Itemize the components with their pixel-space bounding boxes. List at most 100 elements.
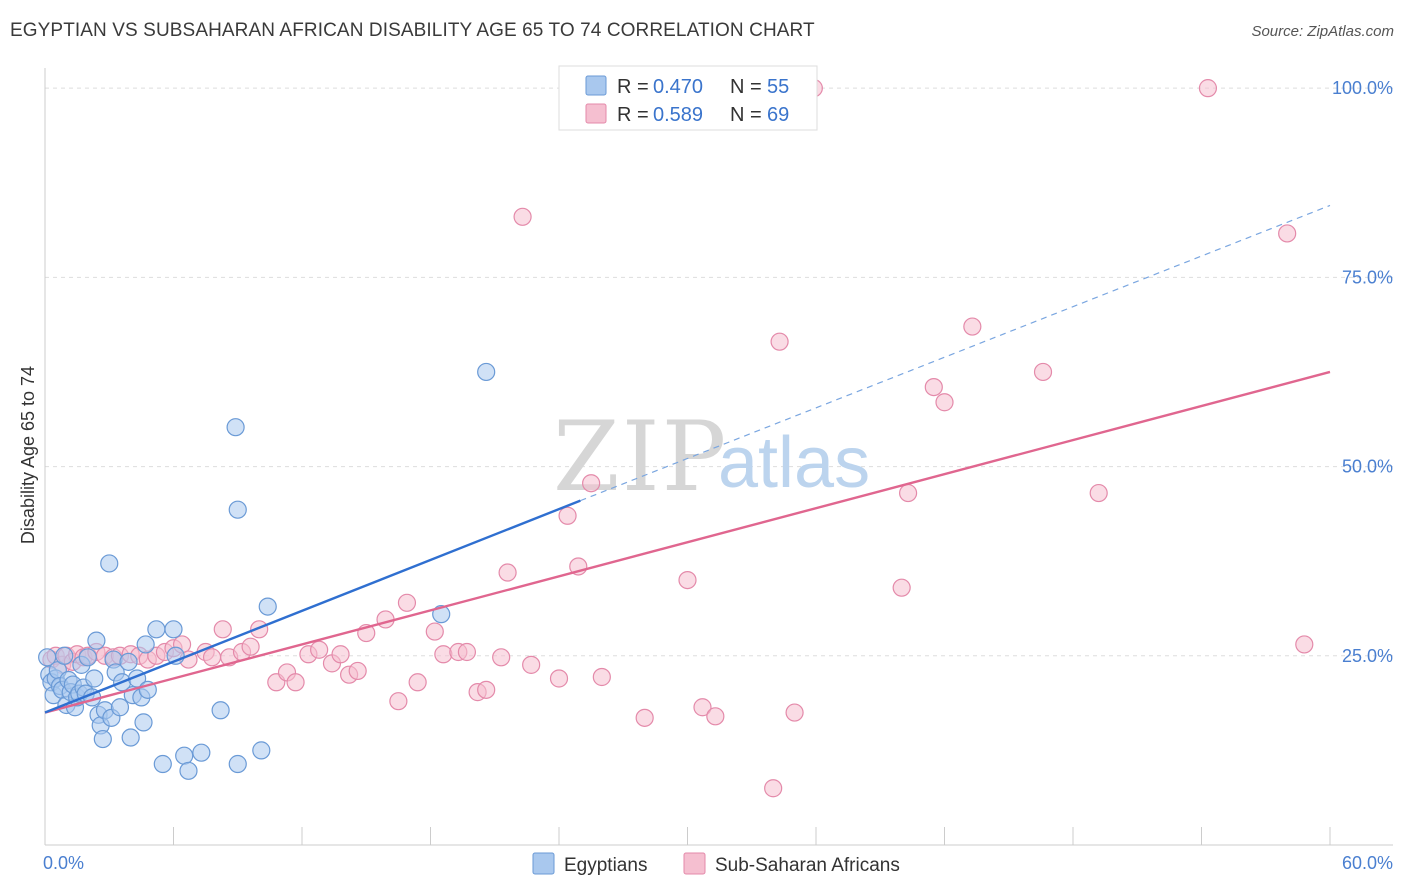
bottom-legend-swatch-subsaharan [683, 852, 706, 875]
subsaharan-point-59 [706, 707, 725, 726]
bottom-legend-label-egyptians: Egyptians [564, 855, 647, 876]
subsaharan-point-42 [434, 645, 453, 664]
legend-swatch-egyptians [585, 75, 607, 96]
legend-r-value-2: 0.589 [653, 104, 703, 126]
legend-r-label-2: R = [617, 104, 649, 126]
egyptians-point-47 [211, 701, 230, 720]
subsaharan-point-41 [425, 622, 444, 641]
subsaharan-point-65 [898, 483, 918, 503]
subsaharan-point-51 [549, 669, 569, 688]
subsaharan-point-46 [477, 680, 496, 699]
egyptians-point-21 [85, 669, 104, 688]
egyptians-point-53 [432, 605, 451, 624]
legend-r-value-1: 0.470 [653, 76, 703, 98]
egyptians-point-54 [477, 362, 496, 382]
legend-swatch-subsaharan [585, 103, 607, 124]
trend-lines [44, 204, 1331, 714]
egyptians-point-52 [258, 597, 277, 616]
egyptians-point-30 [110, 698, 130, 717]
subsaharan-point-57 [678, 570, 697, 590]
legend-n-value-1: 55 [767, 76, 789, 98]
watermark-zip: ZIP [553, 401, 728, 513]
egyptians-point-42 [164, 620, 183, 639]
x-tick-label-min: 0.0% [43, 853, 84, 873]
legend-box: R = 0.470 N = 55 R = 0.589 N = 69 [558, 65, 818, 131]
y-tick-label-100: 100.0% [1332, 78, 1393, 98]
legend-r-label-1: R = [617, 76, 649, 98]
legend-n-value-2: 69 [767, 104, 789, 126]
egyptians-point-33 [121, 728, 140, 747]
legend-n-label-1: N = [730, 76, 762, 98]
egyptians-point-40 [147, 620, 166, 639]
egyptians-trend-line [44, 499, 581, 714]
subsaharan-point-56 [635, 708, 654, 727]
subsaharan-point-67 [935, 393, 954, 412]
source-label: Source: ZipAtlas.com [1251, 23, 1394, 40]
subsaharan-point-31 [310, 640, 329, 659]
subsaharan-point-50 [522, 655, 541, 674]
grid-lines [45, 87, 1393, 657]
subsaharan-point-70 [1089, 483, 1108, 503]
series-egyptians-points [38, 362, 496, 780]
egyptians-point-55 [100, 554, 119, 573]
bottom-legend-swatch-egyptians [532, 852, 555, 875]
subsaharan-point-52 [558, 506, 577, 525]
egyptians-point-41 [153, 754, 172, 774]
egyptians-point-8 [55, 646, 74, 665]
egyptians-point-22 [87, 631, 106, 650]
series-subsaharan-points [42, 79, 1314, 798]
subsaharan-point-58 [693, 698, 712, 717]
subsaharan-point-62 [785, 703, 804, 722]
subsaharan-point-66 [924, 377, 943, 397]
egyptians-point-48 [226, 418, 245, 437]
watermark: ZIP atlas [553, 401, 870, 513]
subsaharan-point-60 [764, 779, 783, 798]
egyptians-point-44 [175, 746, 194, 765]
subsaharan-point-40 [408, 673, 427, 692]
subsaharan-point-72 [1278, 224, 1297, 243]
subsaharan-trend-line [44, 370, 1331, 714]
egyptians-point-46 [192, 743, 211, 762]
y-tick-label-50: 50.0% [1342, 457, 1393, 477]
subsaharan-point-73 [1295, 635, 1314, 654]
subsaharan-point-25 [241, 637, 260, 656]
y-axis-label: Disability Age 65 to 74 [18, 366, 38, 544]
egyptians-point-38 [136, 635, 155, 654]
axes [44, 68, 1393, 846]
subsaharan-point-48 [498, 563, 517, 582]
subsaharan-point-29 [286, 673, 305, 692]
bottom-legend: Egyptians Sub-Saharan Africans [532, 852, 900, 876]
subsaharan-point-37 [376, 610, 395, 629]
egyptians-point-51 [252, 741, 271, 760]
subsaharan-point-35 [348, 661, 367, 681]
subsaharan-point-68 [963, 317, 982, 336]
subsaharan-point-38 [389, 692, 408, 711]
legend-n-label-2: N = [730, 104, 762, 126]
watermark-atlas: atlas [718, 423, 870, 503]
subsaharan-point-39 [397, 593, 417, 612]
subsaharan-point-33 [331, 645, 350, 664]
egyptians-point-50 [228, 754, 247, 774]
subsaharan-point-47 [492, 648, 511, 667]
egyptians-point-49 [228, 500, 247, 519]
bottom-legend-label-subsaharan: Sub-Saharan Africans [715, 855, 900, 876]
subsaharan-point-55 [592, 667, 611, 687]
egyptians-point-19 [78, 648, 97, 667]
egyptians-point-37 [134, 713, 153, 732]
chart-title: EGYPTIAN VS SUBSAHARAN AFRICAN DISABILIT… [10, 20, 815, 41]
subsaharan-point-44 [457, 642, 477, 662]
y-tick-labels: 25.0% 50.0% 75.0% 100.0% [1332, 78, 1393, 666]
subsaharan-point-49 [513, 207, 532, 226]
egyptians-point-32 [119, 652, 138, 671]
subsaharan-point-64 [892, 578, 911, 597]
subsaharan-point-54 [582, 474, 601, 493]
subsaharan-point-61 [770, 332, 789, 351]
subsaharan-point-21 [202, 648, 222, 667]
y-tick-label-75: 75.0% [1342, 267, 1393, 287]
subsaharan-point-71 [1198, 79, 1218, 98]
egyptians-trend-extension [580, 204, 1331, 502]
subsaharan-point-69 [1033, 362, 1053, 382]
x-tick-label-max: 60.0% [1342, 853, 1393, 873]
subsaharan-point-22 [213, 620, 232, 639]
